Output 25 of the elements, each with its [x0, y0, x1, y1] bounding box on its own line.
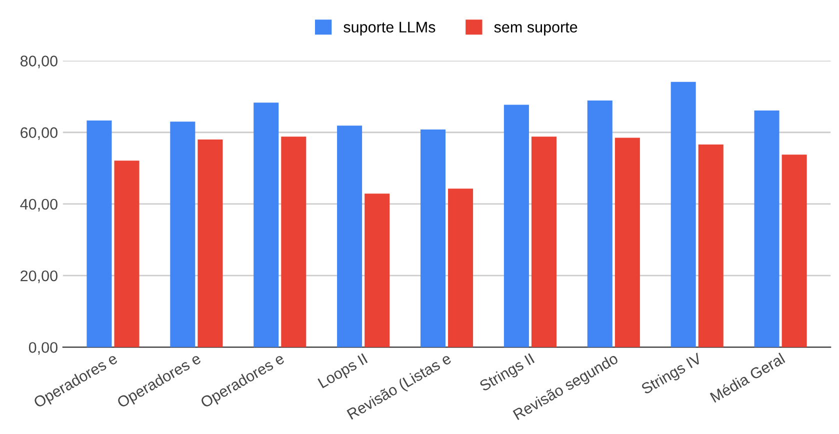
bar	[281, 136, 306, 348]
bar	[614, 138, 640, 348]
bar	[198, 140, 223, 348]
bar	[86, 120, 112, 348]
y-tick-label: 80,00	[20, 56, 58, 68]
bar	[448, 188, 474, 348]
legend-label: sem suporte	[494, 22, 578, 36]
bar	[170, 122, 196, 348]
y-tick-label: 0,00	[28, 342, 58, 355]
bar	[587, 100, 612, 348]
bar	[782, 154, 807, 348]
legend-label: suporte LLMs	[344, 22, 436, 36]
bar	[531, 136, 556, 348]
bar	[698, 144, 724, 348]
bar	[670, 82, 696, 348]
bar	[337, 126, 362, 348]
y-tick-label: 20,00	[20, 270, 58, 284]
y-tick-label: 60,00	[20, 127, 58, 140]
bar	[420, 130, 446, 348]
bar	[114, 160, 140, 348]
y-tick-label: 40,00	[20, 198, 58, 212]
bar	[754, 110, 780, 348]
bar	[364, 194, 390, 348]
bar	[504, 104, 529, 348]
bar	[254, 102, 279, 348]
